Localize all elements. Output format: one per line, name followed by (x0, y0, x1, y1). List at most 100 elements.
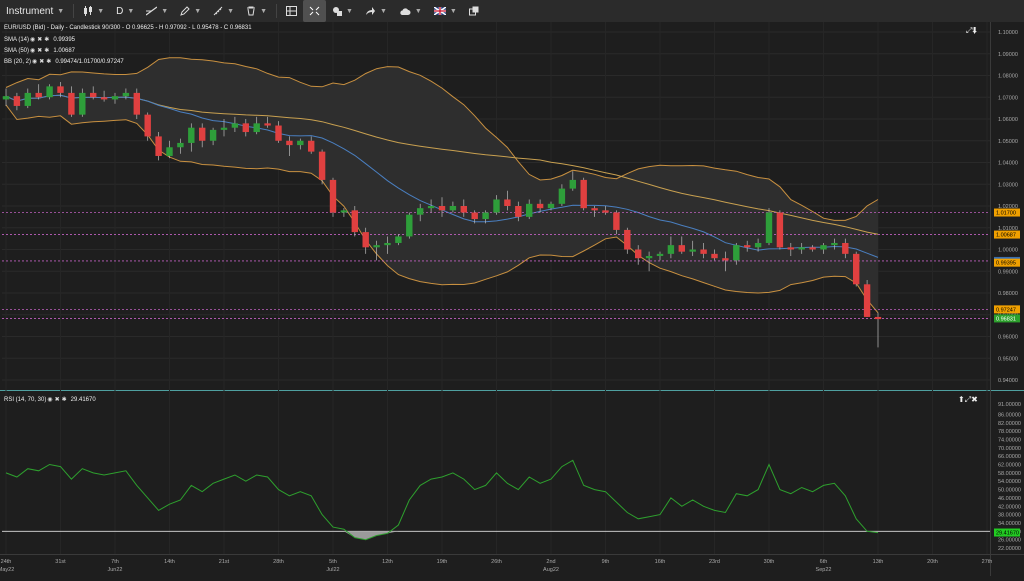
close-icon[interactable]: ✖ (37, 48, 43, 54)
candle-body (351, 210, 358, 233)
arrow-down-icon[interactable]: ⬇ (972, 26, 978, 35)
chart-type-button[interactable]: ▼ (77, 0, 110, 22)
rsi-tick-label: 62.00000 (998, 463, 1021, 469)
candle-body (122, 92, 130, 97)
price-axis-divider (990, 22, 991, 576)
delete-button[interactable]: ▼ (240, 0, 273, 22)
candle-body (471, 212, 478, 220)
eye-icon[interactable]: ◉ (30, 37, 36, 43)
candle-body (820, 245, 827, 250)
window-button[interactable] (463, 0, 485, 22)
candle-body (57, 86, 64, 93)
gear-icon[interactable]: ✱ (61, 397, 67, 403)
chart-canvas[interactable]: 1.10000 1.09000 1.08000 1.07000 1.06000 1.050… (0, 22, 1024, 576)
candle-body (853, 253, 860, 285)
candle-body (635, 249, 642, 259)
candle-body (188, 127, 195, 143)
price-tick-label: 1.08000 (998, 74, 1018, 80)
instrument-dropdown[interactable]: Instrument ▼ (0, 0, 70, 22)
candle-body (863, 284, 871, 317)
candle-body (460, 206, 467, 213)
price-badge (994, 258, 1020, 267)
measure-icon (213, 6, 223, 16)
candle-body (253, 123, 260, 133)
eye-icon[interactable]: ◉ (32, 59, 38, 65)
close-icon[interactable]: ✖ (39, 59, 45, 65)
arrow-up-icon[interactable]: ⬆ (958, 395, 965, 404)
expand-pane-icon[interactable]: ⤢ (966, 26, 973, 35)
candle-body (297, 140, 304, 146)
candle-body (547, 203, 555, 209)
instrument-label: Instrument (6, 5, 54, 17)
rsi-legend: RSI (14, 70, 30) ◉ ✖ ✱ 29.41670 (4, 396, 96, 404)
line-tool-button[interactable]: ▼ (140, 0, 174, 22)
measure-button[interactable]: ▼ (207, 0, 240, 22)
time-tick-label: 12th (382, 559, 393, 565)
candle-body (177, 142, 184, 148)
cloud-button[interactable]: ▼ (393, 0, 428, 22)
candle-body (166, 147, 173, 156)
time-axis-divider (0, 554, 1024, 555)
candlestick-icon (84, 6, 93, 16)
share-icon (365, 7, 375, 15)
rsi-tick-label: 46.00000 (998, 496, 1021, 502)
candle-body (602, 210, 609, 213)
time-tick-label: 5th (329, 559, 337, 565)
time-tick-label: 31st (55, 559, 66, 565)
price-tick-label: 0.96000 (998, 335, 1018, 341)
rsi-tick-label: 86.00000 (998, 412, 1021, 418)
candle-body (700, 249, 707, 254)
pane-divider (0, 390, 1024, 391)
bb-value: 0.99474/1.01700/0.97247 (55, 58, 124, 65)
candle-body (831, 242, 838, 246)
candle-body (209, 129, 217, 141)
candle-body (220, 127, 228, 130)
rsi-tick-label: 50.00000 (998, 488, 1021, 494)
gear-icon[interactable]: ✱ (44, 37, 50, 43)
gear-icon[interactable]: ✱ (46, 59, 52, 65)
bb-label: BB (20, 2) (4, 58, 32, 65)
layout-button[interactable] (280, 0, 303, 22)
timeframe-dropdown[interactable]: D ▼ (110, 0, 140, 22)
expand-pane-icon[interactable]: ⤢ (964, 395, 972, 404)
candle-body (275, 125, 282, 141)
candle-body (100, 97, 108, 100)
share-button[interactable]: ▼ (359, 0, 393, 22)
candle-body (13, 96, 21, 106)
eye-icon[interactable]: ◉ (30, 48, 36, 54)
price-tick-label: 0.95000 (998, 356, 1018, 362)
time-month-label: Aug22 (543, 567, 559, 573)
sma50-legend: SMA (50) ◉ ✖ ✱ 1.00687 (4, 47, 75, 55)
price-tick-label: 1.01000 (998, 226, 1018, 232)
candle-body (842, 242, 849, 254)
candle-body (438, 206, 446, 211)
time-tick-label: 26th (491, 559, 502, 565)
candle-body (46, 86, 53, 98)
candle-body (79, 92, 86, 115)
candle-body (504, 199, 511, 206)
chart-area[interactable]: 1.10000 1.09000 1.08000 1.07000 1.06000 1.050… (0, 22, 1024, 576)
candle-body (493, 199, 500, 213)
candle-body (591, 208, 598, 211)
draw-tool-button[interactable]: ▼ (174, 0, 207, 22)
line-tool-icon (146, 6, 158, 16)
time-tick-label: 9th (602, 559, 610, 565)
candle-body (482, 212, 489, 220)
language-button[interactable]: ▼ (428, 0, 463, 22)
rsi-tick-label: 58.00000 (998, 471, 1021, 477)
candle-body (362, 232, 369, 248)
shapes-button[interactable]: ▼ (326, 0, 359, 22)
close-icon[interactable]: ✖ (37, 37, 43, 43)
chevron-down-icon: ▼ (227, 7, 235, 15)
rsi-pane-controls: ⬆⤢✖ (958, 395, 978, 405)
expand-button[interactable] (303, 0, 327, 22)
candle-body (329, 179, 337, 213)
price-badge (994, 314, 1020, 323)
close-icon[interactable]: ✖ (54, 397, 60, 403)
candle-body (558, 188, 566, 204)
close-pane-icon[interactable]: ✖ (971, 395, 978, 404)
gear-icon[interactable]: ✱ (44, 48, 50, 54)
price-tick-label: 1.06000 (998, 117, 1018, 123)
candle-body (427, 206, 435, 209)
eye-icon[interactable]: ◉ (47, 397, 53, 403)
